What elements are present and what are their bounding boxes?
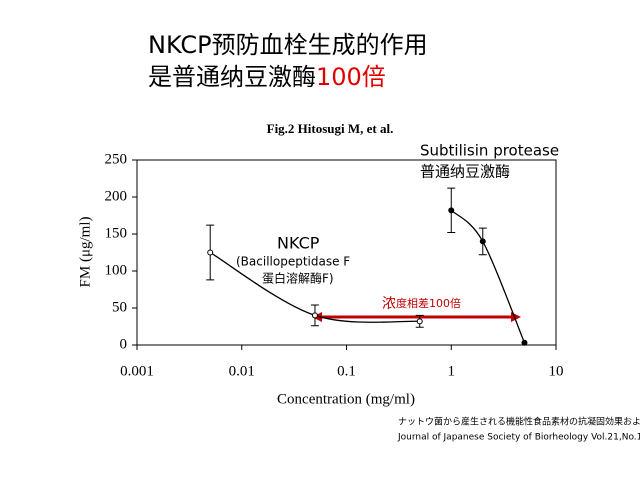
data-point <box>521 339 528 346</box>
subtitle-highlight: 100倍 <box>316 63 386 91</box>
y-tick-label: 200 <box>105 188 128 204</box>
annotation-rest: 度相差100倍 <box>396 296 461 310</box>
chart-title: Fig.2 Hitosugi M, et al. <box>267 121 394 136</box>
data-point <box>416 318 423 325</box>
data-point <box>311 312 318 319</box>
y-tick-label: 50 <box>112 299 127 315</box>
y-tick-label: 150 <box>105 225 128 241</box>
slide-subtitle: 是普通纳豆激酶100倍 <box>148 63 386 91</box>
annotation: (Bacillopeptidase F <box>236 255 350 269</box>
y-tick-label: 250 <box>105 151 128 167</box>
data-point <box>479 238 486 245</box>
annotation: 普通纳豆激酶 <box>420 163 510 181</box>
y-tick-label: 0 <box>120 336 128 352</box>
x-tick-label: 0.001 <box>120 363 154 379</box>
footnote: Journal of Japanese Society of Biorheolo… <box>397 431 640 443</box>
y-axis-label: FM (μg/ml) <box>77 217 93 288</box>
slide-title: NKCP预防血栓生成的作用 <box>148 31 428 59</box>
annotation: NKCP <box>277 234 320 253</box>
annotation: Subtilisin protease <box>420 142 559 160</box>
data-point <box>448 207 455 214</box>
x-tick-label: 0.1 <box>337 363 356 379</box>
x-tick-label: 0.01 <box>229 363 255 379</box>
x-axis-label: Concentration (mg/ml) <box>277 391 415 407</box>
annotation: 蛋白溶解酶F) <box>262 271 334 286</box>
x-tick-label: 10 <box>549 363 564 379</box>
annotation-first: 浓 <box>382 296 396 312</box>
subtitle-text: 是普通纳豆激酶 <box>148 63 316 91</box>
x-tick-label: 1 <box>448 363 456 379</box>
data-point <box>207 249 214 256</box>
annotation: 浓度相差100倍 <box>382 296 461 312</box>
footnote: ナットウ菌から産生される機能性食品素材の抗凝固効果および線溶効果 <box>398 416 640 428</box>
series-line <box>450 209 526 344</box>
y-tick-label: 100 <box>105 262 128 278</box>
